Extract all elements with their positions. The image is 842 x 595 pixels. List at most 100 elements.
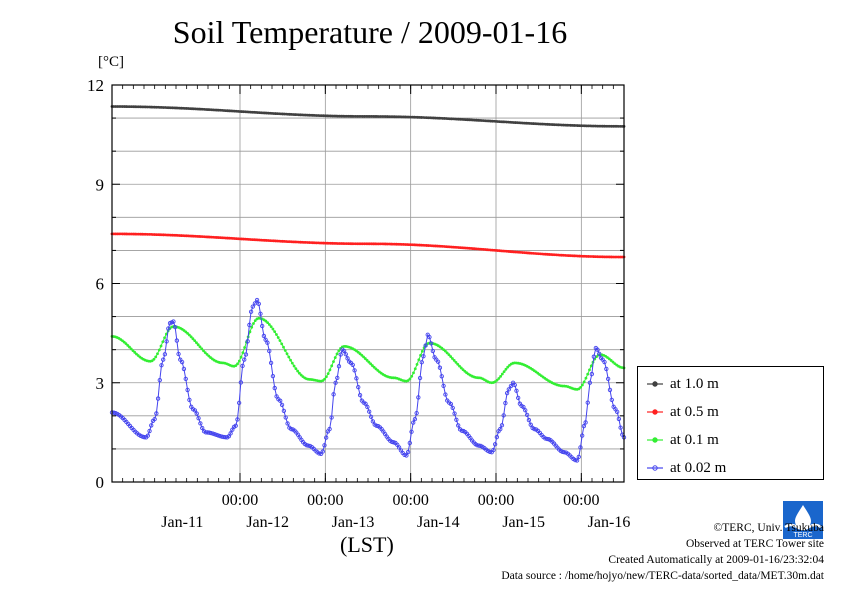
data-point	[176, 351, 181, 357]
y-tick-label: 0	[96, 473, 105, 492]
data-point	[492, 442, 498, 447]
data-point	[591, 354, 596, 359]
data-point	[161, 357, 166, 362]
data-point	[456, 362, 460, 366]
data-point	[573, 457, 578, 463]
data-point	[278, 398, 283, 403]
legend-swatch	[647, 465, 663, 471]
source-text: Data source : /home/hojyo/new/TERC-data/…	[501, 570, 824, 582]
data-point	[278, 339, 282, 343]
data-point	[589, 371, 595, 377]
data-point	[261, 333, 267, 339]
data-point	[414, 410, 419, 416]
data-point	[270, 373, 276, 379]
data-point	[504, 391, 510, 396]
data-point	[331, 392, 336, 397]
data-point	[276, 336, 280, 339]
data-point	[317, 451, 322, 456]
data-point	[203, 351, 207, 354]
data-point	[487, 449, 493, 455]
data-point	[585, 400, 590, 405]
data-point	[579, 385, 583, 389]
chart-title: Soil Temperature / 2009-01-16	[172, 14, 568, 50]
data-point	[595, 347, 600, 352]
y-tick-label: 12	[87, 76, 104, 95]
data-point	[501, 413, 506, 418]
data-point	[588, 368, 591, 372]
data-point	[198, 421, 203, 426]
data-point	[181, 366, 187, 372]
created-text: Created Automatically at 2009-01-16/23:3…	[608, 554, 824, 566]
data-point	[495, 378, 499, 382]
data-point	[508, 383, 514, 389]
y-tick-label: 3	[96, 374, 105, 393]
x-tick-label-date: Jan-14	[417, 514, 460, 531]
data-point	[283, 349, 287, 352]
data-point	[195, 341, 198, 345]
data-point	[152, 416, 157, 422]
data-point	[332, 360, 335, 364]
legend-item: at 0.1 m	[646, 426, 815, 454]
x-tick-label-time: 00:00	[478, 492, 514, 509]
data-point	[152, 357, 156, 361]
data-point	[131, 349, 135, 353]
data-point	[287, 355, 291, 359]
data-point	[607, 387, 613, 393]
data-point	[265, 340, 270, 345]
data-point	[294, 367, 298, 371]
data-point	[166, 326, 171, 331]
data-point	[452, 359, 456, 362]
data-point	[281, 408, 287, 414]
data-point	[448, 401, 454, 407]
data-point	[124, 342, 128, 346]
data-point	[292, 364, 296, 368]
x-tick-label-date: Jan-13	[332, 514, 375, 531]
legend-label: at 0.02 m	[670, 459, 727, 476]
data-point	[360, 353, 364, 357]
data-point	[274, 394, 279, 399]
data-point	[494, 434, 500, 440]
data-point	[370, 419, 376, 424]
data-point	[250, 325, 254, 329]
terc-logo-icon: TERC	[783, 501, 823, 539]
data-point	[268, 360, 274, 366]
data-point	[157, 348, 161, 352]
data-point	[514, 388, 519, 393]
data-point	[183, 376, 188, 382]
data-point	[512, 382, 517, 388]
data-point	[423, 343, 428, 348]
data-point	[609, 397, 614, 403]
data-point	[147, 428, 152, 434]
data-point	[330, 364, 334, 368]
data-point	[396, 445, 402, 450]
data-point	[437, 365, 443, 370]
data-point	[338, 352, 343, 357]
data-point	[159, 363, 164, 368]
data-point	[266, 321, 270, 325]
data-point	[618, 425, 623, 430]
svg-text:TERC: TERC	[793, 532, 812, 539]
data-point	[419, 353, 422, 357]
data-point	[343, 352, 348, 357]
series-line-3	[111, 298, 625, 462]
data-point	[369, 362, 373, 366]
data-point	[285, 352, 289, 356]
x-tick-label-date: Jan-15	[502, 514, 545, 531]
data-point	[611, 360, 615, 364]
data-point	[324, 435, 329, 440]
data-point	[357, 392, 363, 398]
data-point	[133, 350, 137, 354]
data-point	[587, 380, 593, 385]
data-point	[411, 420, 416, 425]
data-point	[240, 363, 245, 369]
legend-swatch	[647, 381, 663, 387]
data-point	[445, 351, 449, 355]
data-point	[606, 376, 611, 382]
data-point	[267, 348, 272, 354]
data-point	[516, 395, 521, 401]
data-point	[503, 400, 508, 406]
data-point	[269, 325, 273, 329]
data-point	[368, 414, 374, 419]
data-point	[250, 304, 255, 309]
data-point	[352, 368, 357, 373]
